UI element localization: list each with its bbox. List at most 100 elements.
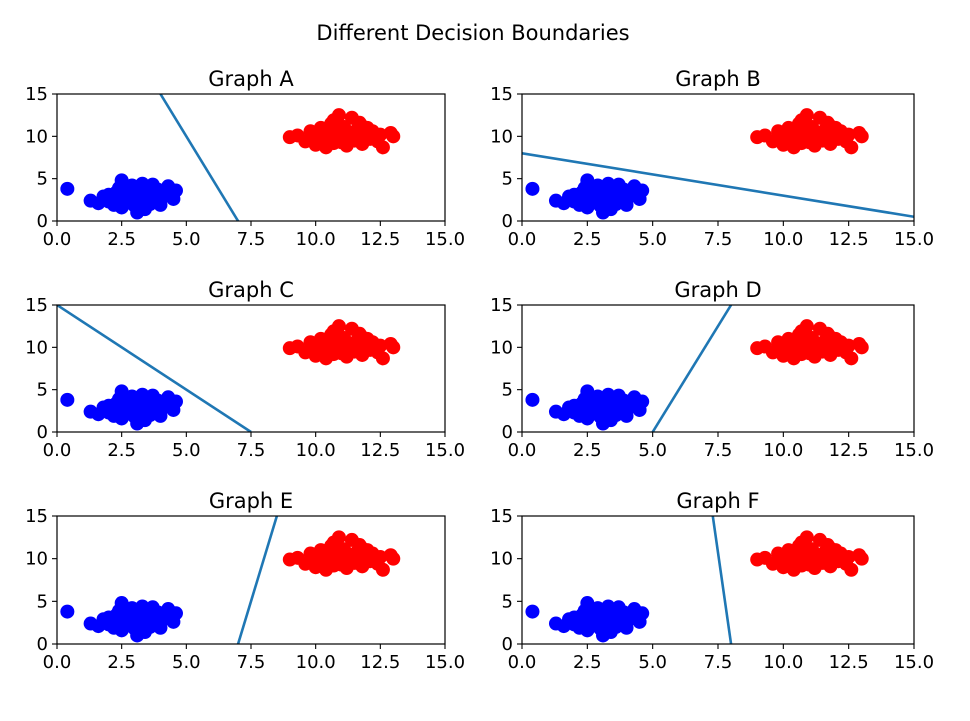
red-point: [836, 341, 851, 356]
blue-point: [112, 603, 127, 618]
plot-area: [525, 516, 869, 644]
blue-point: [569, 191, 584, 206]
blue-point: [132, 613, 147, 628]
blue-point: [104, 614, 119, 629]
decision-boundary-line: [651, 305, 733, 432]
red-point: [368, 552, 383, 567]
blue-point: [635, 606, 650, 621]
red-point: [823, 541, 838, 556]
subplot-b: Graph B 0.0 2.5 5.0 7.5 10.0 12.5 15.0 0 5 10 15: [490, 67, 934, 250]
blue-point: [168, 394, 183, 409]
x-tick-label: 0.0: [508, 229, 537, 250]
blue-point: [132, 191, 147, 206]
red-point: [836, 552, 851, 567]
x-tick-label: 7.5: [704, 229, 733, 250]
red-point: [375, 351, 390, 366]
y-tick-label: 15: [490, 295, 513, 316]
y-tick-label: 10: [490, 126, 513, 147]
blue-point: [598, 191, 613, 206]
y-tick-label: 10: [25, 549, 48, 570]
blue-point: [104, 191, 119, 206]
x-tick-label: 15.0: [425, 229, 465, 250]
x-tick-label: 0.0: [508, 652, 537, 673]
plot-area: [525, 305, 869, 432]
blue-point: [132, 402, 147, 417]
x-tick-label: 12.5: [829, 440, 869, 461]
decision-boundary-line: [159, 94, 240, 221]
red-point: [355, 541, 370, 556]
red-point: [794, 324, 809, 339]
blue-point: [616, 189, 631, 204]
x-tick-label: 12.5: [360, 440, 400, 461]
x-tick-label: 10.0: [296, 652, 336, 673]
red-point: [326, 324, 341, 339]
blue-point: [112, 391, 127, 406]
red-point: [778, 343, 793, 358]
blue-point: [104, 402, 119, 417]
y-tick-label: 5: [37, 380, 48, 401]
red-point: [311, 343, 326, 358]
subplot-title: Graph F: [676, 489, 759, 513]
blue-point: [603, 391, 618, 406]
blue-point: [598, 402, 613, 417]
x-tick-label: 0.0: [43, 229, 72, 250]
subplot-title: Graph B: [675, 67, 761, 91]
blue-point: [137, 391, 152, 406]
red-point: [368, 130, 383, 145]
red-point: [778, 555, 793, 570]
blue-point: [525, 392, 540, 407]
x-tick-label: 5.0: [172, 229, 201, 250]
red-point: [386, 340, 401, 355]
x-tick-label: 15.0: [425, 652, 465, 673]
red-point: [802, 557, 817, 572]
red-point: [794, 535, 809, 550]
red-point: [854, 129, 869, 144]
red-point: [355, 119, 370, 134]
red-point: [386, 551, 401, 566]
blue-point: [137, 180, 152, 195]
red-point: [375, 140, 390, 155]
x-tick-label: 7.5: [237, 229, 266, 250]
red-point: [368, 341, 383, 356]
y-tick-label: 0: [502, 211, 513, 232]
figure-suptitle: Different Decision Boundaries: [316, 21, 629, 45]
y-tick-label: 15: [25, 295, 48, 316]
red-point: [778, 132, 793, 147]
blue-point: [150, 400, 165, 415]
x-tick-label: 0.0: [43, 440, 72, 461]
blue-point: [603, 602, 618, 617]
plot-area: [522, 108, 914, 220]
y-tick-label: 15: [490, 84, 513, 105]
blue-point: [60, 392, 75, 407]
x-tick-label: 15.0: [894, 229, 934, 250]
x-tick-label: 5.0: [638, 229, 667, 250]
red-point: [836, 130, 851, 145]
y-tick-label: 5: [502, 169, 513, 190]
red-point: [386, 129, 401, 144]
x-tick-label: 10.0: [763, 229, 803, 250]
x-tick-label: 2.5: [107, 229, 136, 250]
red-point: [794, 113, 809, 128]
blue-point: [582, 619, 597, 634]
x-tick-label: 5.0: [638, 652, 667, 673]
x-tick-label: 10.0: [763, 652, 803, 673]
blue-point: [569, 614, 584, 629]
x-tick-label: 12.5: [360, 229, 400, 250]
decision-boundary-line: [711, 516, 733, 644]
x-tick-label: 0.0: [508, 440, 537, 461]
blue-point: [577, 603, 592, 618]
x-tick-label: 5.0: [638, 440, 667, 461]
blue-point: [117, 197, 132, 212]
x-tick-label: 7.5: [704, 652, 733, 673]
y-tick-label: 5: [502, 591, 513, 612]
subplot-d: Graph D 0.0 2.5 5.0 7.5 10.0 12.5 15.0 0 5 10 15: [490, 278, 934, 461]
red-point: [823, 330, 838, 345]
y-tick-label: 0: [37, 634, 48, 655]
subplot-a: Graph A 0.0 2.5 5.0 7.5 10.0 12.5 15.0 0 5 10 15: [25, 67, 465, 250]
x-tick-label: 10.0: [763, 440, 803, 461]
blue-point: [60, 181, 75, 196]
blue-point: [525, 181, 540, 196]
red-point: [311, 132, 326, 147]
x-tick-label: 2.5: [573, 229, 602, 250]
